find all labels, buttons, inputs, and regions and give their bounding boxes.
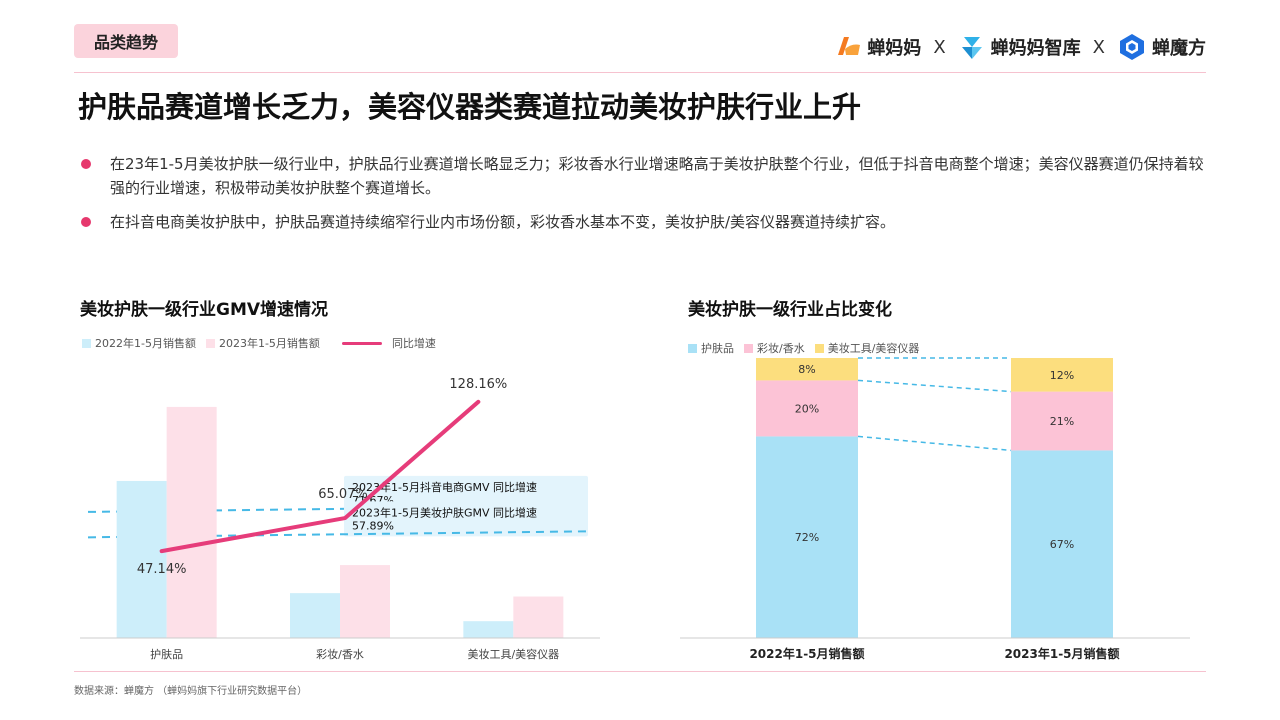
bar-2022 [116,480,167,638]
gmv-growth-chart-title: 美妆护肤一级行业GMV增速情况 [80,300,329,320]
legend-label-skincare: 护肤品 [701,342,734,355]
reference-line-label: 2023年1-5月抖音电商GMV 同比增速 [352,480,537,494]
header-divider [74,72,1206,73]
logo-separator: X [933,36,946,58]
bar-2022 [290,593,340,638]
segment-data-label: 20% [795,402,819,415]
growth-data-label: 65.07% [318,487,368,502]
chanmofang-logo-text: 蝉魔方 [1152,38,1206,59]
chanmama-logo: 蝉妈妈 [834,33,921,61]
legend-label-2022: 2022年1-5月销售额 [95,337,196,350]
chanmama-zhiku-logo-icon [961,37,982,59]
reference-line-value: 57.89% [352,519,394,532]
legend-label-makeup: 彩妆/香水 [757,342,805,355]
legend-item-2023: 2023年1-5月销售额 [205,335,320,351]
legend-swatch-device [814,343,824,353]
legend-line-growth [341,341,382,345]
x-tick-label: 2022年1-5月销售额 [749,646,864,661]
legend-swatch-2023 [205,338,215,348]
legend-item-skincare: 护肤品 [688,340,734,356]
bullet-item: 在抖音电商美妆护肤中，护肤品赛道持续缩窄行业内市场份额，彩妆香水基本不变，美妆护… [80,210,1204,234]
footer-divider [74,671,1206,672]
legend-swatch-makeup [744,343,753,353]
legend-item-2022: 2022年1-5月销售额 [82,335,196,351]
growth-data-label: 128.16% [449,377,507,392]
segment-data-label: 8% [798,363,815,376]
x-tick-label: 2023年1-5月销售额 [1004,646,1119,661]
chanmofang-logo-icon [1120,34,1144,60]
legend-swatch-2022 [82,338,91,348]
summary-bullets: 在23年1-5月美妆护肤一级行业中，护肤品行业赛道增长略显乏力；彩妆香水行业增速… [80,152,1204,244]
stacked-segment [1011,450,1113,638]
chanmama-logo-text: 蝉妈妈 [867,38,922,59]
segment-data-label: 72% [795,531,819,544]
stacked-segment [756,358,858,381]
legend-item-makeup: 彩妆/香水 [744,340,805,356]
bar-2023 [513,596,564,638]
share-chart-title: 美妆护肤一级行业占比变化 [688,300,892,320]
reference-callout-box [344,501,588,537]
chanmama-zhiku-logo: 蝉妈妈智库 [958,33,1081,61]
legend-swatch-skincare [688,343,697,353]
chanmama-zhiku-logo-text: 蝉妈妈智库 [990,38,1081,59]
chanmofang-logo: 蝉魔方 [1117,32,1206,62]
growth-line [159,399,481,554]
segment-data-label: 21% [1050,415,1074,428]
stacked-segment [756,436,858,638]
stacked-segment [756,380,858,437]
reference-line-label: 2023年1-5月美妆护肤GMV 同比增速 [352,505,537,519]
stacked-segment [1011,391,1113,451]
x-tick-label: 美妆工具/美容仪器 [467,647,559,661]
segment-connector [857,379,1012,393]
legend-label-device: 美妆工具/美容仪器 [827,342,920,355]
bullet-dot-icon [81,217,91,227]
bullet-text: 在抖音电商美妆护肤中，护肤品赛道持续缩窄行业内市场份额，彩妆香水基本不变，美妆护… [110,213,896,231]
bullet-dot-icon [81,159,91,169]
legend-label-growth: 同比增速 [391,337,436,350]
legend-item-growth: 同比增速 [330,335,436,351]
share-legend: 护肤品 彩妆/香水 美妆工具/美容仪器 [688,340,929,356]
x-tick-label: 护肤品 [150,647,183,661]
chanmama-logo-icon [838,37,861,55]
segment-connector [857,435,1012,452]
growth-data-label: 47.14% [137,562,187,577]
bar-2022 [463,621,514,638]
partner-logos: 蝉妈妈 X 蝉妈妈智库 X 蝉魔方 [834,30,1206,64]
segment-data-label: 12% [1050,369,1074,382]
bullet-item: 在23年1-5月美妆护肤一级行业中，护肤品行业赛道增长略显乏力；彩妆香水行业增速… [80,152,1204,200]
logo-separator: X [1092,36,1105,58]
category-tag: 品类趋势 [74,24,178,58]
data-source: 数据来源：蝉魔方 （蝉妈妈旗下行业研究数据平台） [74,686,308,697]
segment-data-label: 67% [1050,538,1074,551]
stacked-segment [1011,358,1113,392]
page-title: 护肤品赛道增长乏力，美容仪器类赛道拉动美妆护肤行业上升 [78,90,862,124]
legend-item-device: 美妆工具/美容仪器 [814,340,920,356]
bullet-text: 在23年1-5月美妆护肤一级行业中，护肤品行业赛道增长略显乏力；彩妆香水行业增速… [110,155,1204,197]
x-tick-label: 彩妆/香水 [316,648,364,661]
legend-label-2023: 2023年1-5月销售额 [218,337,320,350]
gmv-growth-legend: 2022年1-5月销售额 2023年1-5月销售额 同比增速 [82,335,446,351]
bar-2023 [340,565,390,638]
bar-2023 [166,406,217,638]
